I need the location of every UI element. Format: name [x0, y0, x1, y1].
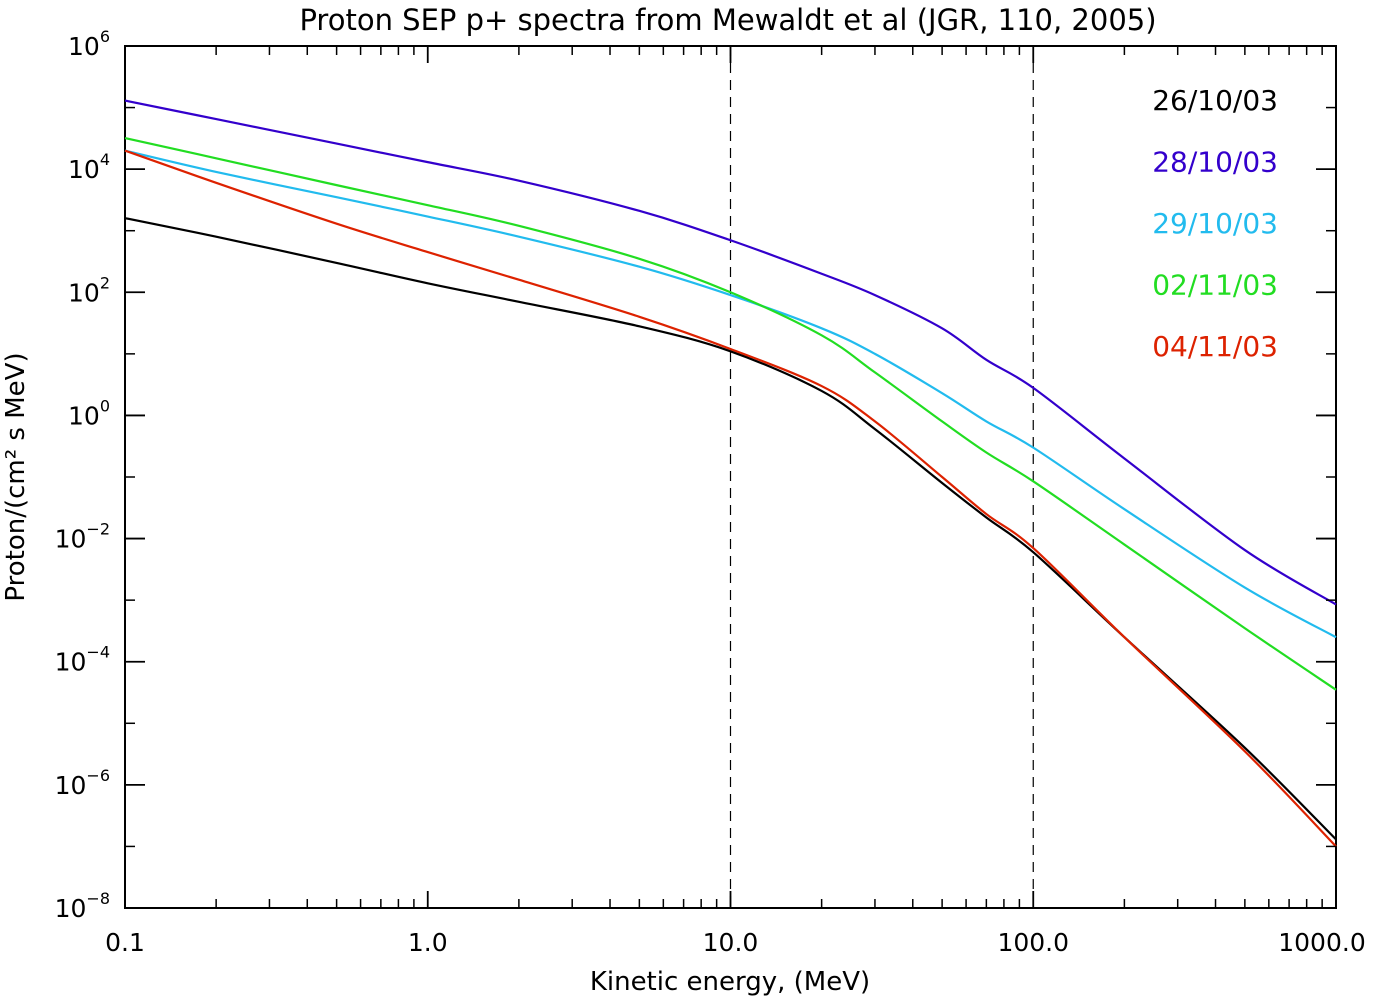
y-tick-label: 10−4 [55, 643, 110, 677]
series-line-29/10/03 [124, 149, 1337, 639]
series-layer [124, 99, 1337, 848]
legend-entry: 29/10/03 [1152, 207, 1278, 240]
y-tick-label: 106 [68, 27, 110, 61]
y-tick-label: 100 [68, 396, 110, 430]
x-axis-ticks: 0.1 1.0 10.0 100.0 1000.0 [105, 46, 1366, 957]
x-tick-label: 100.0 [997, 928, 1069, 957]
chart-title: Proton SEP p+ spectra from Mewaldt et al… [299, 3, 1156, 37]
x-axis-label: Kinetic energy, (MeV) [590, 967, 870, 997]
legend-entry: 28/10/03 [1152, 146, 1278, 179]
series-line-28/10/03 [124, 99, 1337, 606]
y-axis-label: Proton/(cm² s MeV) [1, 352, 31, 601]
y-tick-label: 10−8 [55, 889, 110, 923]
y-tick-label: 104 [68, 150, 110, 184]
series-line-04/11/03 [124, 149, 1337, 848]
x-tick-label: 1.0 [408, 928, 448, 957]
legend-entry: 26/10/03 [1152, 84, 1278, 117]
x-tick-label: 1000.0 [1278, 928, 1365, 957]
legend-entry: 02/11/03 [1152, 269, 1278, 302]
y-tick-label: 10−6 [55, 766, 110, 800]
y-axis-ticks: 10−8 10−6 10−4 10−2 100 102 104 106 [55, 27, 1336, 923]
x-tick-label: 10.0 [703, 928, 759, 957]
series-line-02/11/03 [124, 136, 1337, 691]
reference-lines [729, 46, 1034, 908]
y-tick-label: 102 [68, 273, 110, 307]
x-tick-label: 0.1 [105, 928, 145, 957]
legend: 26/10/03 28/10/03 29/10/03 02/11/03 04/11/03 [1152, 84, 1278, 363]
legend-entry: 04/11/03 [1152, 330, 1278, 363]
y-tick-label: 10−2 [55, 520, 110, 554]
